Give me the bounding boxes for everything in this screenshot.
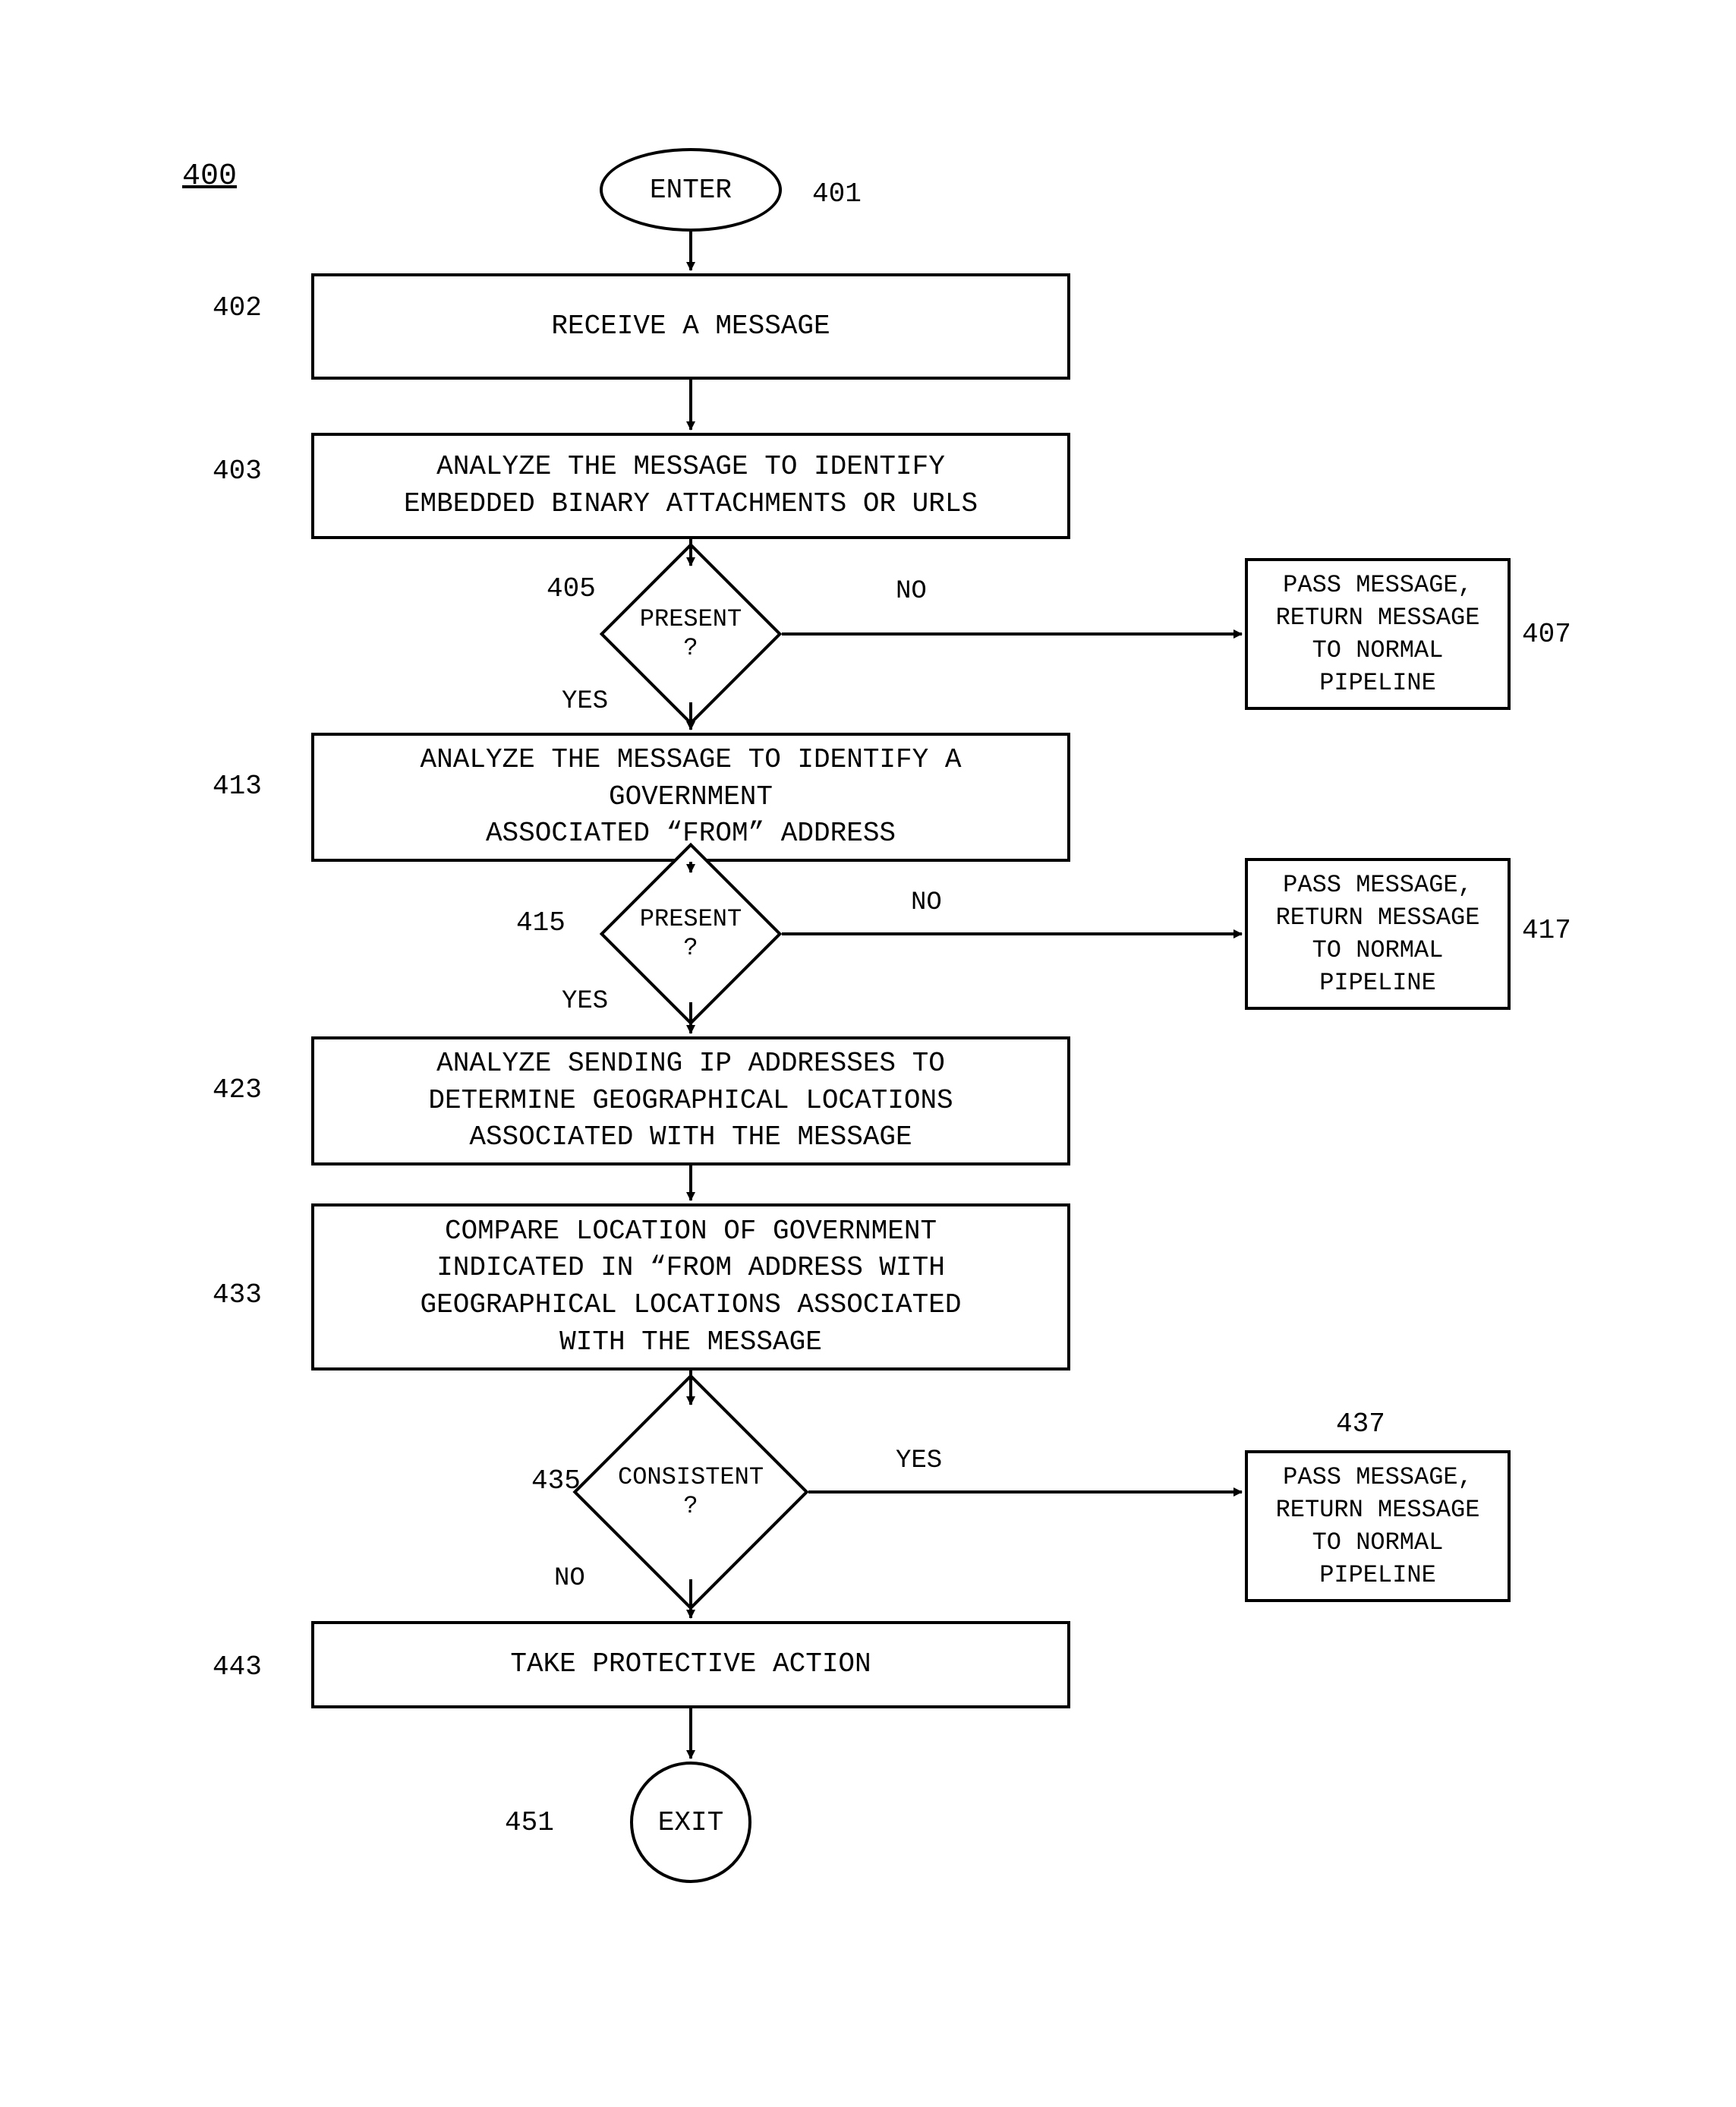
node-415: PRESENT ? — [626, 869, 755, 998]
edge-435-no: NO — [554, 1564, 585, 1593]
ref-433: 433 — [213, 1279, 262, 1311]
node-exit: EXIT — [630, 1762, 751, 1883]
node-423-text: ANALYZE SENDING IP ADDRESSES TO DETERMIN… — [428, 1046, 953, 1156]
node-417-text: PASS MESSAGE, RETURN MESSAGE TO NORMAL P… — [1276, 869, 1480, 1000]
node-enter: ENTER — [600, 148, 782, 232]
node-403-text: ANALYZE THE MESSAGE TO IDENTIFY EMBEDDED… — [404, 449, 978, 522]
node-433-text: COMPARE LOCATION OF GOVERNMENT INDICATED… — [421, 1213, 962, 1361]
node-407-text: PASS MESSAGE, RETURN MESSAGE TO NORMAL P… — [1276, 569, 1480, 700]
ref-402: 402 — [213, 292, 262, 323]
node-407: PASS MESSAGE, RETURN MESSAGE TO NORMAL P… — [1245, 558, 1511, 710]
node-403: ANALYZE THE MESSAGE TO IDENTIFY EMBEDDED… — [311, 433, 1070, 539]
node-443-text: TAKE PROTECTIVE ACTION — [510, 1646, 871, 1683]
edge-405-no: NO — [896, 577, 927, 606]
ref-443: 443 — [213, 1651, 262, 1683]
node-enter-text: ENTER — [650, 175, 732, 206]
node-413-text: ANALYZE THE MESSAGE TO IDENTIFY A GOVERN… — [421, 742, 962, 853]
node-433: COMPARE LOCATION OF GOVERNMENT INDICATED… — [311, 1203, 1070, 1370]
node-402: RECEIVE A MESSAGE — [311, 273, 1070, 380]
node-443: TAKE PROTECTIVE ACTION — [311, 1621, 1070, 1708]
ref-407: 407 — [1522, 619, 1571, 650]
edge-435-yes: YES — [896, 1446, 942, 1475]
node-exit-text: EXIT — [658, 1807, 723, 1838]
node-437-text: PASS MESSAGE, RETURN MESSAGE TO NORMAL P… — [1276, 1461, 1480, 1592]
edge-415-no: NO — [911, 888, 942, 917]
node-435: CONSISTENT ? — [607, 1408, 774, 1576]
ref-403: 403 — [213, 456, 262, 487]
ref-451: 451 — [505, 1807, 554, 1838]
ref-401: 401 — [812, 178, 862, 210]
node-402-text: RECEIVE A MESSAGE — [551, 308, 830, 345]
ref-405: 405 — [547, 573, 596, 604]
ref-400: 400 — [182, 159, 237, 194]
ref-415: 415 — [516, 907, 566, 938]
node-435-text: CONSISTENT ? — [618, 1463, 764, 1522]
edge-415-yes: YES — [562, 987, 608, 1016]
ref-437: 437 — [1336, 1408, 1385, 1440]
edge-405-yes: YES — [562, 687, 608, 716]
ref-413: 413 — [213, 771, 262, 802]
node-405-text: PRESENT ? — [640, 605, 742, 664]
ref-417: 417 — [1522, 915, 1571, 946]
node-437: PASS MESSAGE, RETURN MESSAGE TO NORMAL P… — [1245, 1450, 1511, 1602]
node-423: ANALYZE SENDING IP ADDRESSES TO DETERMIN… — [311, 1036, 1070, 1165]
node-405: PRESENT ? — [626, 569, 755, 699]
node-417: PASS MESSAGE, RETURN MESSAGE TO NORMAL P… — [1245, 858, 1511, 1010]
ref-423: 423 — [213, 1074, 262, 1106]
node-415-text: PRESENT ? — [640, 905, 742, 964]
